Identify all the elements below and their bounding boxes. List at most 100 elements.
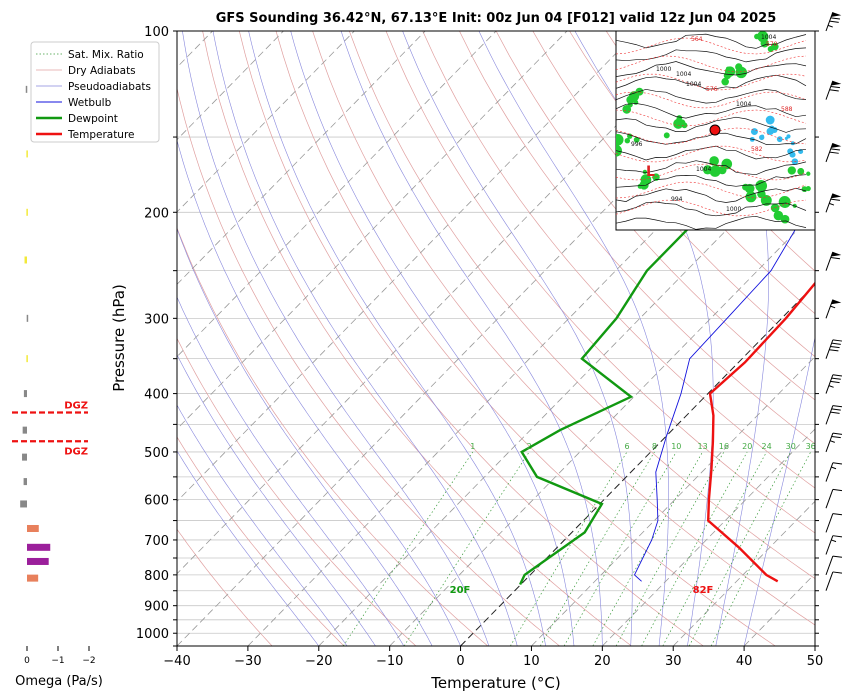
omega-panel: DGZ DGZ 0 −1 −2 (12, 85, 96, 666)
x-tick-label: 30 (665, 654, 682, 669)
mixing-ratio-label: 36 (806, 442, 816, 451)
barb-staff (825, 12, 834, 32)
map-contour-label: 570 (766, 41, 778, 48)
pseudoadiabat-line (478, 31, 669, 646)
map-contour-label: 582 (751, 146, 763, 153)
precip-blob (759, 134, 765, 141)
precip-blob (721, 158, 733, 170)
isobar-contour (616, 215, 807, 230)
dry-adiabat-line (826, 31, 859, 646)
precip-blob (709, 165, 721, 177)
dry-adiabat-line (569, 31, 815, 315)
barb-full (830, 411, 840, 414)
barb-flag (831, 193, 842, 199)
map-contour-label: 996 (631, 141, 643, 148)
pseudoadiabat-line (177, 227, 433, 646)
map-low-label: L (646, 164, 655, 180)
omega-bar (24, 256, 27, 264)
isotherm-line (318, 139, 815, 646)
mixing-ratio-line (641, 451, 748, 646)
dgz-label: DGZ (64, 400, 88, 411)
y-tick-label: 300 (144, 312, 169, 327)
barb-full (829, 151, 839, 154)
barb-flag (831, 299, 842, 305)
mixing-ratio-line (592, 451, 703, 646)
thickness-contour (616, 73, 807, 91)
x-tick-label: 20 (594, 654, 611, 669)
isobar-contour (616, 33, 807, 49)
isotherm-line (460, 283, 815, 646)
omega-tick-label: −1 (51, 656, 64, 666)
map-contour-label: 1000 (656, 66, 671, 73)
barb-staff (825, 193, 834, 213)
isobar-contour (616, 187, 807, 203)
precip-blob (745, 191, 757, 203)
barb-flag (831, 143, 842, 148)
map-contour-label: 564 (691, 36, 703, 43)
barb-staff (825, 299, 834, 319)
wind-barb (825, 12, 842, 32)
barb-full (832, 462, 843, 465)
precip-blob (624, 138, 631, 144)
location-marker (709, 124, 721, 136)
omega-bar (27, 543, 51, 551)
isobar-contour (616, 116, 807, 133)
dry-adiabat-line (238, 31, 704, 646)
omega-bar (25, 85, 28, 93)
mixing-ratio-label: 24 (762, 442, 772, 451)
mixing-ratio-line (343, 451, 474, 646)
precip-blob (789, 151, 796, 158)
barb-full (829, 20, 839, 23)
omega-bar (27, 574, 39, 582)
isotherm-line (177, 31, 639, 502)
barb-full (832, 339, 843, 342)
map-contour-label: 588 (781, 106, 793, 113)
dry-adiabat-line (312, 31, 815, 626)
wind-barb (825, 488, 843, 509)
thickness-contour (616, 91, 807, 109)
wind-barb (825, 555, 843, 576)
precip-blob (750, 128, 758, 136)
barb-full (832, 488, 843, 492)
precip-blob (760, 39, 769, 48)
thickness-contour (616, 163, 807, 181)
wind-barb (825, 193, 842, 213)
mixing-ratio-label: 6 (624, 442, 629, 451)
barb-full (830, 198, 840, 201)
mixing-ratio-label: 1 (470, 442, 475, 451)
wind-barb (825, 405, 843, 425)
pseudoadiabat-line (182, 31, 490, 646)
isobar-contour (616, 88, 807, 104)
barb-full (830, 85, 840, 89)
precip-blob (757, 31, 767, 41)
barb-full (832, 555, 843, 558)
precip-blob (676, 115, 683, 121)
barb-full (832, 405, 843, 408)
map-contour-label: 576 (706, 86, 718, 93)
thickness-contour (616, 199, 807, 217)
precip-blob (797, 167, 805, 175)
precip-blob (755, 180, 768, 192)
dgz-label: DGZ (64, 446, 88, 457)
omega-tick-label: −2 (82, 656, 95, 666)
isobar-contour (616, 61, 807, 77)
wind-barb (825, 432, 843, 453)
pseudoadiabat-line (177, 450, 320, 646)
dry-adiabat-line (177, 86, 560, 646)
omega-bar (22, 426, 27, 434)
precip-blob (709, 156, 719, 166)
y-tick-label: 900 (144, 600, 169, 615)
barb-half (828, 385, 834, 388)
thickness-contour (616, 127, 807, 145)
map-contour-label: 1004 (696, 166, 711, 173)
legend-entry: Sat. Mix. Ratio (68, 49, 144, 61)
thickness-contour (616, 181, 807, 199)
barb-staff (825, 251, 834, 271)
dry-adiabat-line (348, 31, 815, 580)
legend-entry: Temperature (67, 129, 135, 141)
dry-adiabat-line (177, 436, 345, 646)
pseudoadiabat-line (340, 31, 603, 646)
barb-staff (825, 535, 834, 555)
isotherm-line (177, 31, 284, 141)
